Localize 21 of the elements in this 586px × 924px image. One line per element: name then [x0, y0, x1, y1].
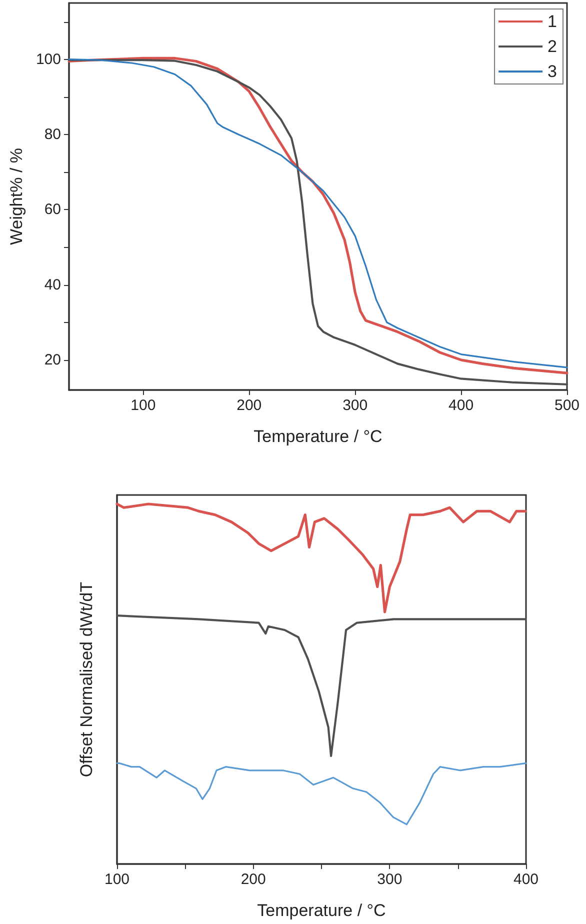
x-axis-title: Temperature / °C [254, 427, 382, 446]
x-tick-label: 200 [236, 397, 262, 414]
x-tick-label: 300 [377, 871, 402, 888]
x-axis-title: Temperature / °C [257, 901, 386, 920]
x-tick-label: 100 [104, 871, 130, 888]
y-tick-label: 60 [44, 201, 61, 218]
y-tick-label: 40 [44, 276, 61, 294]
y-tick-label: 100 [36, 50, 61, 68]
x-tick-label: 300 [342, 397, 368, 414]
y-tick-label: 80 [44, 126, 61, 144]
x-tick-label: 100 [130, 397, 156, 414]
legend-label: 3 [548, 62, 558, 81]
y-tick-label: 20 [44, 351, 61, 368]
x-tick-label: 400 [513, 871, 539, 888]
y-axis-title: Weight% / % [7, 148, 26, 246]
x-tick-label: 200 [240, 871, 266, 888]
legend-label: 1 [548, 12, 558, 31]
y-axis-title: Offset Normalised dWt/dT [77, 582, 96, 778]
legend-label: 2 [548, 37, 558, 56]
x-tick-label: 400 [448, 397, 474, 414]
x-tick-label: 500 [554, 397, 580, 414]
